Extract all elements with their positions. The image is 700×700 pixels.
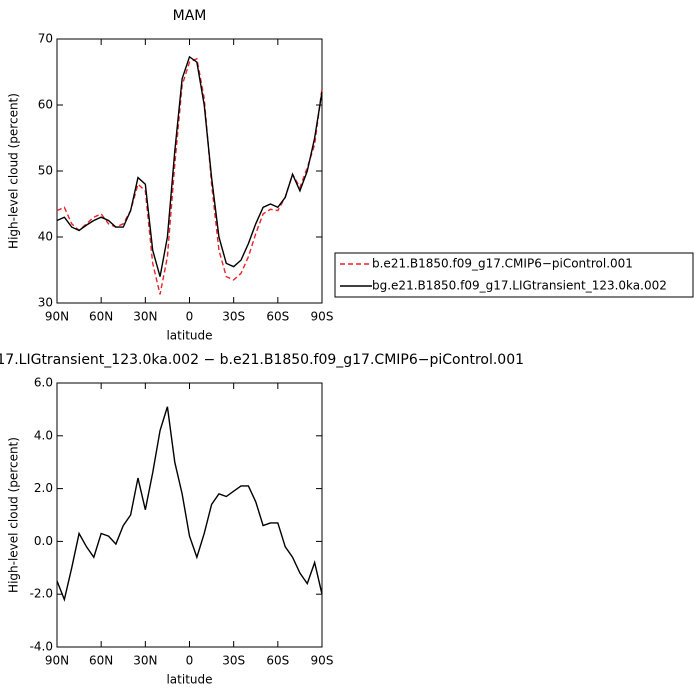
chart-title: MAM bbox=[173, 8, 207, 24]
y-tick-label: 0.0 bbox=[34, 534, 53, 548]
chart-title: bg.e21.B1850.f09_g17.LIGtransient_123.0k… bbox=[0, 352, 524, 368]
x-tick-label: 60S bbox=[266, 310, 289, 324]
x-axis-label: latitude bbox=[166, 329, 212, 343]
y-axis-label: High-level cloud (percent) bbox=[7, 93, 21, 249]
series-line bbox=[56, 55, 323, 277]
y-tick-label: 30 bbox=[38, 296, 53, 310]
y-tick-label: 6.0 bbox=[34, 376, 53, 390]
y-tick-label: -2.0 bbox=[30, 587, 53, 601]
y-tick-label: 4.0 bbox=[34, 428, 53, 442]
series-line bbox=[56, 406, 323, 602]
series-line bbox=[56, 57, 323, 295]
x-tick-label: 90S bbox=[311, 654, 334, 668]
legend-box bbox=[334, 252, 694, 298]
x-tick-label: 30S bbox=[222, 310, 245, 324]
y-tick-label: 70 bbox=[38, 32, 53, 46]
x-tick-label: 30S bbox=[222, 654, 245, 668]
plot-frame bbox=[56, 382, 323, 648]
x-tick-label: 90N bbox=[45, 310, 69, 324]
x-tick-label: 0 bbox=[186, 654, 194, 668]
y-tick-label: 50 bbox=[38, 164, 53, 178]
x-tick-label: 30N bbox=[133, 654, 157, 668]
x-tick-label: 90N bbox=[45, 654, 69, 668]
x-tick-label: 30N bbox=[133, 310, 157, 324]
legend-label: b.e21.B1850.f09_g17.CMIP6−piControl.001 bbox=[372, 257, 633, 271]
x-tick-label: 90S bbox=[311, 310, 334, 324]
plot-frame bbox=[56, 38, 323, 304]
x-tick-label: 60S bbox=[266, 654, 289, 668]
y-tick-label: 2.0 bbox=[34, 481, 53, 495]
y-tick-label: -4.0 bbox=[30, 640, 53, 654]
y-axis-label: High-level cloud (percent) bbox=[7, 437, 21, 593]
x-axis-label: latitude bbox=[166, 673, 212, 687]
y-tick-label: 40 bbox=[38, 230, 53, 244]
x-tick-label: 0 bbox=[186, 310, 194, 324]
legend-label: bg.e21.B1850.f09_g17.LIGtransient_123.0k… bbox=[372, 279, 667, 293]
x-tick-label: 60N bbox=[89, 654, 113, 668]
y-tick-label: 60 bbox=[38, 98, 53, 112]
x-tick-label: 60N bbox=[89, 310, 113, 324]
